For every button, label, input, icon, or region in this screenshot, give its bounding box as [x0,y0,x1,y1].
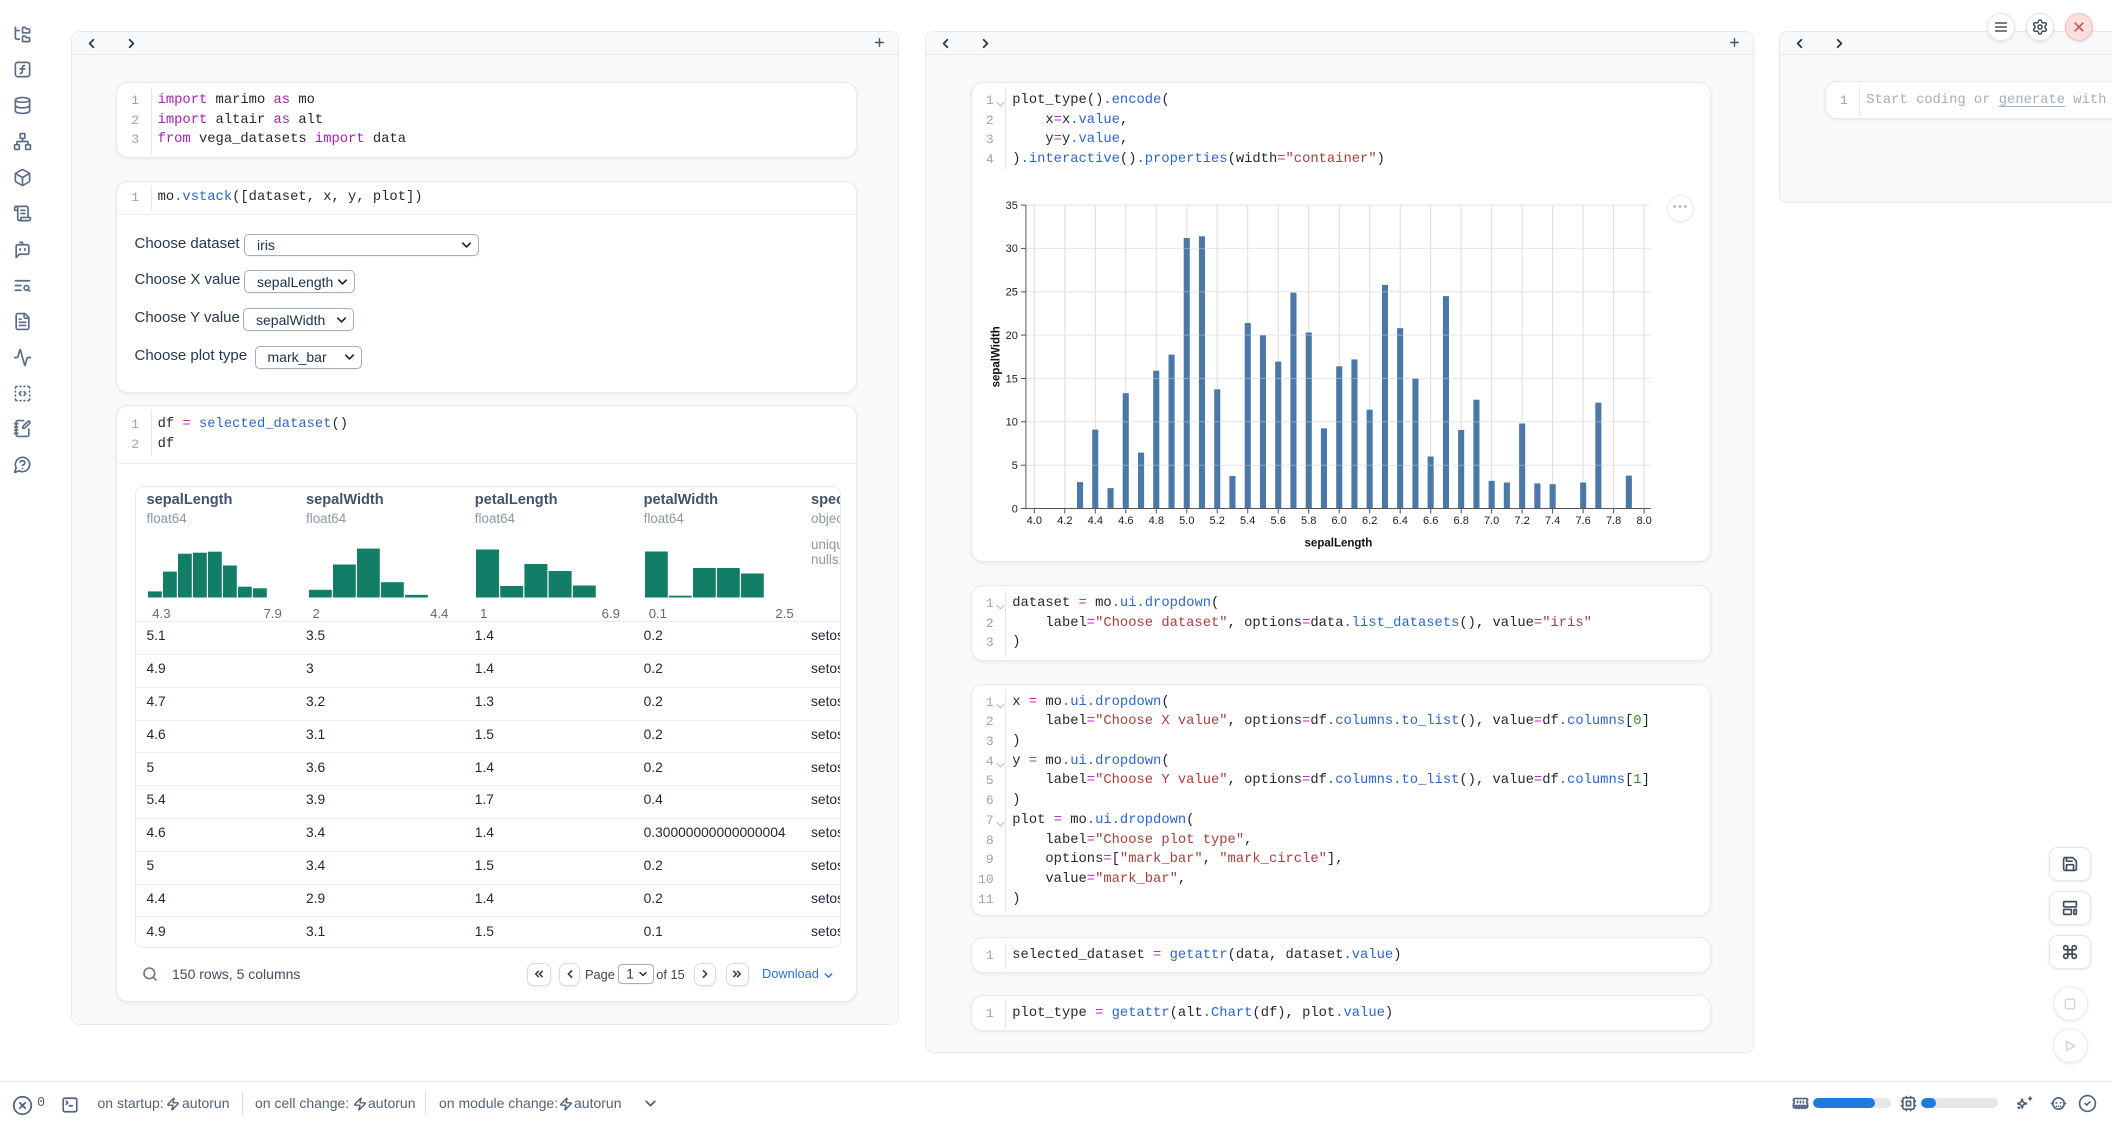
svg-text:4.6: 4.6 [1118,515,1133,527]
svg-text:10: 10 [1005,416,1017,428]
svg-text:35: 35 [1005,199,1017,211]
svg-text:25: 25 [1005,286,1017,298]
svg-text:5.0: 5.0 [1179,515,1194,527]
svg-text:4.8: 4.8 [1148,515,1163,527]
svg-text:5: 5 [1011,460,1017,472]
svg-text:0: 0 [1011,503,1017,515]
svg-text:15: 15 [1005,373,1017,385]
svg-text:5.2: 5.2 [1209,515,1224,527]
svg-text:sepalLength: sepalLength [1304,537,1372,549]
svg-text:6.2: 6.2 [1362,515,1377,527]
svg-text:8.0: 8.0 [1636,515,1651,527]
svg-text:30: 30 [1005,243,1017,255]
svg-text:7.0: 7.0 [1484,515,1499,527]
svg-text:6.8: 6.8 [1453,515,1468,527]
svg-text:6.0: 6.0 [1331,515,1346,527]
svg-text:sepalWidth: sepalWidth [990,326,1002,387]
svg-text:7.8: 7.8 [1606,515,1621,527]
svg-text:6.4: 6.4 [1392,515,1407,527]
svg-text:7.6: 7.6 [1575,515,1590,527]
svg-text:5.6: 5.6 [1270,515,1285,527]
svg-text:5.8: 5.8 [1301,515,1316,527]
svg-text:7.4: 7.4 [1545,515,1560,527]
svg-text:4.4: 4.4 [1087,515,1102,527]
svg-text:4.2: 4.2 [1057,515,1072,527]
svg-text:7.2: 7.2 [1514,515,1529,527]
svg-text:4.0: 4.0 [1026,515,1041,527]
svg-text:5.4: 5.4 [1240,515,1255,527]
svg-text:20: 20 [1005,329,1017,341]
svg-text:6.6: 6.6 [1423,515,1438,527]
